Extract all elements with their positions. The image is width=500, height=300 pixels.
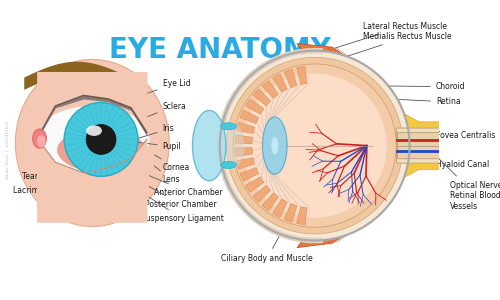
Text: Iris: Iris <box>137 124 174 139</box>
Wedge shape <box>253 185 270 202</box>
Text: Optical Nerve
Retinal Blood
Vessels: Optical Nerve Retinal Blood Vessels <box>426 146 500 211</box>
Polygon shape <box>38 73 147 136</box>
Circle shape <box>86 124 116 154</box>
Text: Cornea: Cornea <box>154 155 190 172</box>
Text: Adobe Stock  |  #421481622: Adobe Stock | #421481622 <box>5 121 9 179</box>
Wedge shape <box>296 207 307 225</box>
Polygon shape <box>297 44 381 79</box>
Polygon shape <box>367 93 448 198</box>
Wedge shape <box>240 168 258 181</box>
FancyBboxPatch shape <box>396 128 479 163</box>
Wedge shape <box>284 203 297 222</box>
Ellipse shape <box>86 125 102 136</box>
Wedge shape <box>246 177 264 192</box>
Ellipse shape <box>262 117 287 174</box>
Polygon shape <box>38 140 147 222</box>
Text: Medialis Rectus Muscle: Medialis Rectus Muscle <box>346 32 452 57</box>
Text: Suspensory Ligament: Suspensory Ligament <box>140 197 224 223</box>
Text: Retina: Retina <box>376 98 460 106</box>
Text: Anterior Chamber: Anterior Chamber <box>150 176 222 197</box>
Text: Sclera: Sclera <box>139 102 186 120</box>
Text: Ciliary Body and Muscle: Ciliary Body and Muscle <box>222 226 313 262</box>
Ellipse shape <box>16 59 169 226</box>
Wedge shape <box>296 67 307 85</box>
FancyBboxPatch shape <box>398 132 478 159</box>
Wedge shape <box>272 199 287 218</box>
Circle shape <box>64 103 138 176</box>
Wedge shape <box>235 135 252 144</box>
Text: Vitreous Body: Vitreous Body <box>314 191 368 224</box>
Ellipse shape <box>220 161 236 169</box>
Wedge shape <box>246 99 264 114</box>
Text: Choroid: Choroid <box>376 82 466 91</box>
Text: Lateral Rectus Muscle: Lateral Rectus Muscle <box>335 22 447 48</box>
Wedge shape <box>272 74 287 92</box>
Text: Pupil: Pupil <box>116 140 182 151</box>
Ellipse shape <box>272 137 278 154</box>
Text: EYE ANATOMY: EYE ANATOMY <box>109 36 330 64</box>
Ellipse shape <box>35 106 150 173</box>
Circle shape <box>226 57 403 234</box>
Polygon shape <box>297 212 381 248</box>
Text: Posterior Chamber: Posterior Chamber <box>145 187 216 209</box>
Wedge shape <box>236 158 255 169</box>
Wedge shape <box>240 110 258 124</box>
Circle shape <box>242 74 387 218</box>
Wedge shape <box>235 148 252 156</box>
Ellipse shape <box>32 129 46 148</box>
Wedge shape <box>284 69 297 88</box>
Circle shape <box>233 64 396 227</box>
Ellipse shape <box>57 128 145 172</box>
Text: Fovea Centralis: Fovea Centralis <box>388 130 496 142</box>
Ellipse shape <box>192 110 226 181</box>
Wedge shape <box>253 89 270 106</box>
Wedge shape <box>262 80 278 98</box>
Circle shape <box>220 51 410 241</box>
Wedge shape <box>236 122 255 134</box>
Text: Eye Lid: Eye Lid <box>126 79 190 101</box>
Text: Lens: Lens <box>154 166 180 184</box>
Ellipse shape <box>37 135 46 147</box>
Ellipse shape <box>220 123 236 130</box>
Wedge shape <box>262 193 278 211</box>
Text: Hyaloid Canal: Hyaloid Canal <box>370 150 489 169</box>
Text: Lacrimal Caruncle: Lacrimal Caruncle <box>13 170 82 195</box>
Ellipse shape <box>216 122 244 170</box>
Text: Tear Duct: Tear Duct <box>22 160 59 181</box>
